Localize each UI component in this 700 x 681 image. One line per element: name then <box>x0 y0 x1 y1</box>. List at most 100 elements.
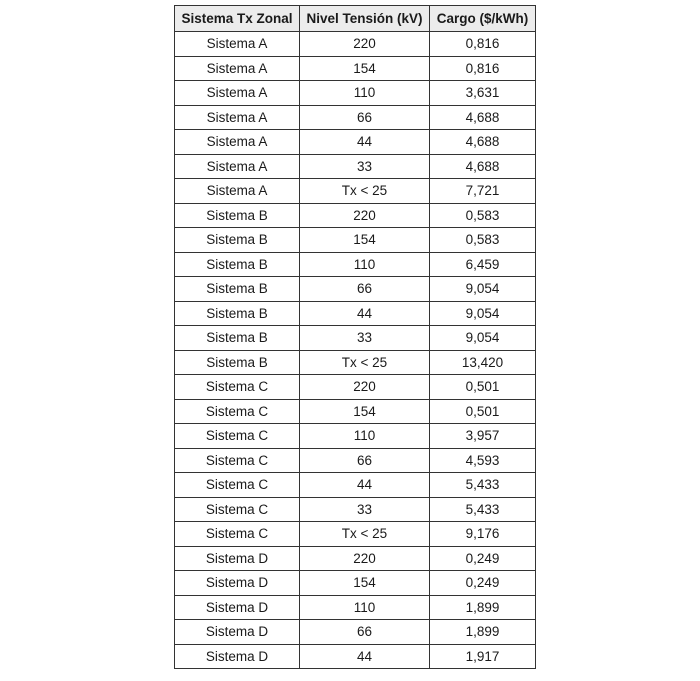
cell-cargo: 13,420 <box>429 349 536 375</box>
cell-sistema: Sistema B <box>174 349 300 375</box>
cell-cargo: 4,688 <box>429 129 536 155</box>
cell-sistema: Sistema C <box>174 398 300 424</box>
cell-nivel-tension: 33 <box>299 325 430 351</box>
cell-cargo: 0,501 <box>429 374 536 400</box>
cell-cargo: 0,583 <box>429 202 536 228</box>
header-sistema: Sistema Tx Zonal <box>174 5 300 32</box>
cell-nivel-tension: 110 <box>299 80 430 106</box>
table-row: Sistema B 220 0,583 <box>174 202 536 228</box>
table-row: Sistema B 110 6,459 <box>174 251 536 277</box>
cell-sistema: Sistema A <box>174 178 300 204</box>
cell-sistema: Sistema C <box>174 374 300 400</box>
cell-cargo: 0,501 <box>429 398 536 424</box>
cell-nivel-tension: 154 <box>299 227 430 253</box>
cell-cargo: 9,176 <box>429 521 536 547</box>
table-row: Sistema B 33 9,054 <box>174 325 536 351</box>
cell-nivel-tension: 44 <box>299 300 430 326</box>
cell-sistema: Sistema A <box>174 55 300 81</box>
cell-sistema: Sistema C <box>174 496 300 522</box>
cell-sistema: Sistema A <box>174 129 300 155</box>
table-row: Sistema A 110 3,631 <box>174 80 536 106</box>
cell-nivel-tension: 154 <box>299 55 430 81</box>
table-row: Sistema B 66 9,054 <box>174 276 536 302</box>
table-row: Sistema C 44 5,433 <box>174 472 536 498</box>
cell-nivel-tension: 33 <box>299 153 430 179</box>
cell-sistema: Sistema A <box>174 153 300 179</box>
cell-nivel-tension: 66 <box>299 104 430 130</box>
cell-nivel-tension: 44 <box>299 129 430 155</box>
table-row: Sistema D 220 0,249 <box>174 545 536 571</box>
table-row: Sistema C 154 0,501 <box>174 398 536 424</box>
cell-sistema: Sistema B <box>174 325 300 351</box>
cell-nivel-tension: 33 <box>299 496 430 522</box>
table-row: Sistema C 66 4,593 <box>174 447 536 473</box>
cell-cargo: 0,816 <box>429 55 536 81</box>
table-row: Sistema B 154 0,583 <box>174 227 536 253</box>
cell-cargo: 6,459 <box>429 251 536 277</box>
table-row: Sistema C 33 5,433 <box>174 496 536 522</box>
table-row: Sistema C 110 3,957 <box>174 423 536 449</box>
cell-sistema: Sistema B <box>174 251 300 277</box>
cell-cargo: 0,249 <box>429 545 536 571</box>
cell-nivel-tension: 44 <box>299 472 430 498</box>
tariff-table: Sistema Tx Zonal Nivel Tensión (kV) Carg… <box>174 5 536 669</box>
cell-sistema: Sistema C <box>174 423 300 449</box>
cell-cargo: 3,631 <box>429 80 536 106</box>
cell-nivel-tension: 154 <box>299 570 430 596</box>
cell-cargo: 9,054 <box>429 276 536 302</box>
table-row: Sistema C Tx < 25 9,176 <box>174 521 536 547</box>
cell-sistema: Sistema D <box>174 594 300 620</box>
cell-nivel-tension: 220 <box>299 31 430 57</box>
table-row: Sistema A Tx < 25 7,721 <box>174 178 536 204</box>
cell-nivel-tension: 66 <box>299 276 430 302</box>
cell-cargo: 3,957 <box>429 423 536 449</box>
cell-cargo: 7,721 <box>429 178 536 204</box>
cell-cargo: 5,433 <box>429 496 536 522</box>
cell-nivel-tension: 220 <box>299 202 430 228</box>
cell-cargo: 9,054 <box>429 325 536 351</box>
table-row: Sistema A 44 4,688 <box>174 129 536 155</box>
header-cargo: Cargo ($/kWh) <box>429 5 536 32</box>
cell-cargo: 4,593 <box>429 447 536 473</box>
table-row: Sistema D 66 1,899 <box>174 619 536 645</box>
cell-sistema: Sistema C <box>174 447 300 473</box>
cell-sistema: Sistema C <box>174 521 300 547</box>
cell-cargo: 1,917 <box>429 643 536 669</box>
cell-sistema: Sistema D <box>174 570 300 596</box>
cell-cargo: 1,899 <box>429 594 536 620</box>
cell-cargo: 4,688 <box>429 153 536 179</box>
cell-sistema: Sistema D <box>174 619 300 645</box>
cell-nivel-tension: 220 <box>299 374 430 400</box>
cell-nivel-tension: 220 <box>299 545 430 571</box>
cell-cargo: 5,433 <box>429 472 536 498</box>
table-row: Sistema A 66 4,688 <box>174 104 536 130</box>
cell-sistema: Sistema A <box>174 104 300 130</box>
cell-cargo: 9,054 <box>429 300 536 326</box>
cell-nivel-tension: 44 <box>299 643 430 669</box>
cell-cargo: 0,583 <box>429 227 536 253</box>
cell-nivel-tension: 110 <box>299 423 430 449</box>
table-row: Sistema A 33 4,688 <box>174 153 536 179</box>
table-row: Sistema D 154 0,249 <box>174 570 536 596</box>
cell-sistema: Sistema A <box>174 80 300 106</box>
table-row: Sistema A 154 0,816 <box>174 55 536 81</box>
cell-nivel-tension: Tx < 25 <box>299 349 430 375</box>
header-nivel-tension: Nivel Tensión (kV) <box>299 5 430 32</box>
table-row: Sistema C 220 0,501 <box>174 374 536 400</box>
cell-sistema: Sistema B <box>174 227 300 253</box>
cell-nivel-tension: 66 <box>299 447 430 473</box>
cell-cargo: 0,816 <box>429 31 536 57</box>
table-row: Sistema A 220 0,816 <box>174 31 536 57</box>
cell-nivel-tension: 66 <box>299 619 430 645</box>
cell-sistema: Sistema B <box>174 300 300 326</box>
cell-sistema: Sistema B <box>174 202 300 228</box>
cell-nivel-tension: 110 <box>299 251 430 277</box>
cell-nivel-tension: 154 <box>299 398 430 424</box>
cell-cargo: 1,899 <box>429 619 536 645</box>
cell-cargo: 4,688 <box>429 104 536 130</box>
cell-sistema: Sistema D <box>174 643 300 669</box>
cell-sistema: Sistema D <box>174 545 300 571</box>
cell-sistema: Sistema C <box>174 472 300 498</box>
table-row: Sistema D 44 1,917 <box>174 643 536 669</box>
cell-nivel-tension: Tx < 25 <box>299 178 430 204</box>
